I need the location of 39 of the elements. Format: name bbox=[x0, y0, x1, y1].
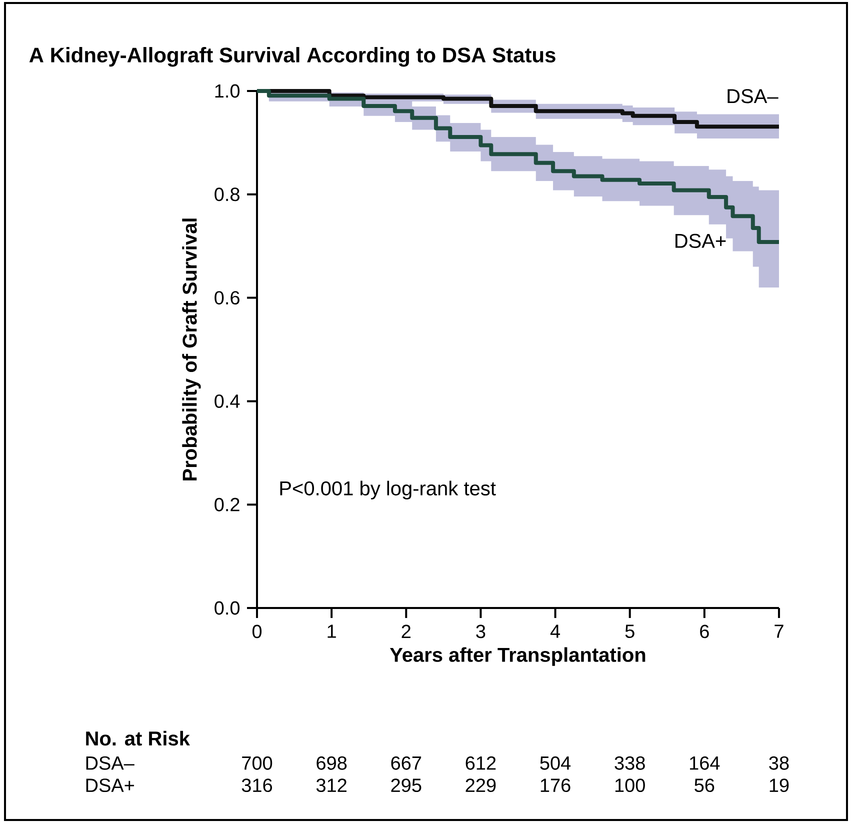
y-tick-label: 0.4 bbox=[214, 394, 240, 408]
text: 56 bbox=[694, 778, 714, 792]
text: 38 bbox=[769, 756, 789, 770]
x-axis-title: Years after Transplantation bbox=[390, 647, 646, 666]
x-tick-label: 6 bbox=[700, 624, 709, 638]
text: 667 bbox=[391, 756, 422, 770]
text: 312 bbox=[316, 778, 346, 792]
text: 504 bbox=[540, 756, 571, 770]
text: 698 bbox=[316, 756, 347, 770]
x-tick-label: 2 bbox=[402, 624, 410, 638]
text: 164 bbox=[690, 756, 720, 770]
text: 700 bbox=[242, 756, 272, 770]
text: 100 bbox=[615, 778, 645, 792]
y-tick-label: 0.6 bbox=[214, 291, 240, 305]
text: 229 bbox=[466, 778, 496, 792]
x-tick-label: 7 bbox=[774, 624, 784, 638]
y-tick-label: 0.2 bbox=[214, 498, 240, 512]
annotation: P<0.001 by log-rank test bbox=[280, 480, 496, 500]
x-tick-label: 1 bbox=[328, 624, 336, 638]
text: DSA– bbox=[86, 756, 134, 770]
y-axis-title: Probability of Graft Survival bbox=[182, 218, 201, 480]
text: 612 bbox=[466, 756, 496, 770]
chart-title: A Kidney-Allograft Survival According to DSA Status bbox=[29, 47, 556, 67]
x-tick-label: 3 bbox=[476, 624, 486, 638]
series-label: DSA– bbox=[728, 89, 778, 104]
text: 19 bbox=[770, 778, 789, 792]
text: No. at Risk bbox=[86, 730, 190, 746]
text: 338 bbox=[614, 756, 645, 770]
series-label: DSA+ bbox=[675, 234, 726, 248]
x-tick-label: 0 bbox=[252, 624, 262, 638]
x-tick-label: 4 bbox=[550, 624, 560, 638]
y-tick-label: 1.0 bbox=[215, 84, 240, 98]
text: 176 bbox=[540, 778, 570, 792]
text: DSA+ bbox=[86, 778, 134, 792]
text: 295 bbox=[391, 778, 422, 792]
text: 316 bbox=[242, 778, 272, 792]
y-tick-label: 0.0 bbox=[214, 601, 240, 615]
x-tick-label: 5 bbox=[625, 624, 634, 638]
y-tick-label: 0.8 bbox=[214, 188, 240, 202]
